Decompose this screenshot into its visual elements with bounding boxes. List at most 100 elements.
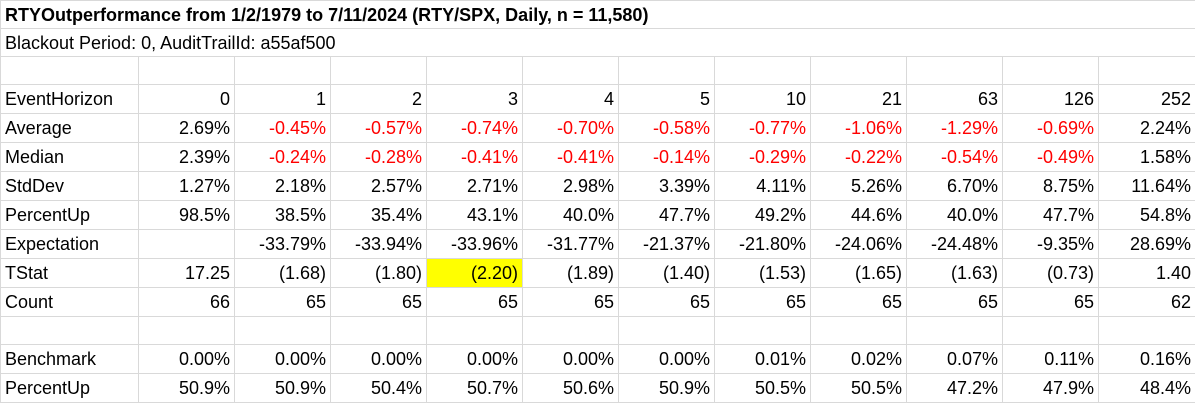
row-label[interactable]: Median [0, 142, 139, 172]
value-cell[interactable]: 0.11% [1002, 344, 1099, 374]
value-cell[interactable]: 2.57% [330, 171, 427, 201]
cell[interactable] [714, 0, 811, 29]
empty-cell[interactable] [906, 56, 1003, 85]
value-cell[interactable]: 50.7% [426, 373, 523, 403]
empty-cell[interactable] [330, 316, 427, 345]
cell[interactable] [1002, 0, 1099, 29]
value-cell[interactable]: 0.00% [330, 344, 427, 374]
empty-cell[interactable] [234, 56, 331, 85]
value-cell[interactable]: 47.9% [1002, 373, 1099, 403]
empty-cell[interactable] [234, 316, 331, 345]
value-cell[interactable]: -0.70% [522, 113, 619, 143]
value-cell[interactable]: 50.6% [522, 373, 619, 403]
cell[interactable] [426, 0, 523, 29]
value-cell[interactable]: -0.28% [330, 142, 427, 172]
empty-cell[interactable] [522, 316, 619, 345]
value-cell[interactable]: 65 [906, 287, 1003, 317]
value-cell[interactable]: (1.63) [906, 258, 1003, 288]
value-cell[interactable]: 0.07% [906, 344, 1003, 374]
horizon-header-cell[interactable]: 21 [810, 84, 907, 114]
empty-cell[interactable] [0, 316, 139, 345]
empty-cell[interactable] [1098, 316, 1195, 345]
empty-cell[interactable] [618, 56, 715, 85]
cell[interactable] [426, 28, 523, 57]
value-cell[interactable]: -31.77% [522, 229, 619, 259]
value-cell[interactable]: 50.9% [618, 373, 715, 403]
empty-cell[interactable] [810, 316, 907, 345]
value-cell[interactable]: 2.18% [234, 171, 331, 201]
row-label[interactable]: Average [0, 113, 139, 143]
value-cell[interactable]: 0.02% [810, 344, 907, 374]
empty-cell[interactable] [810, 56, 907, 85]
row-label[interactable]: Expectation [0, 229, 139, 259]
value-cell[interactable]: 2.39% [138, 142, 235, 172]
highlighted-cell[interactable]: (2.20) [426, 258, 523, 288]
value-cell[interactable]: 40.0% [906, 200, 1003, 230]
value-cell[interactable]: -0.41% [522, 142, 619, 172]
value-cell[interactable]: 4.11% [714, 171, 811, 201]
value-cell[interactable]: -9.35% [1002, 229, 1099, 259]
value-cell[interactable]: -33.79% [234, 229, 331, 259]
empty-cell[interactable] [1098, 56, 1195, 85]
value-cell[interactable]: 48.4% [1098, 373, 1195, 403]
value-cell[interactable]: 62 [1098, 287, 1195, 317]
value-cell[interactable]: -1.06% [810, 113, 907, 143]
horizon-header-cell[interactable]: 2 [330, 84, 427, 114]
horizon-header-cell[interactable]: 126 [1002, 84, 1099, 114]
value-cell[interactable]: -0.54% [906, 142, 1003, 172]
value-cell[interactable]: 50.9% [138, 373, 235, 403]
value-cell[interactable]: 11.64% [1098, 171, 1195, 201]
horizon-header-cell[interactable]: 0 [138, 84, 235, 114]
empty-cell[interactable] [330, 56, 427, 85]
row-label[interactable]: Count [0, 287, 139, 317]
value-cell[interactable]: 47.7% [1002, 200, 1099, 230]
value-cell[interactable]: 5.26% [810, 171, 907, 201]
value-cell[interactable]: -0.29% [714, 142, 811, 172]
row-label[interactable]: PercentUp [0, 200, 139, 230]
cell[interactable] [1002, 28, 1099, 57]
value-cell[interactable]: 65 [618, 287, 715, 317]
value-cell[interactable]: 65 [234, 287, 331, 317]
value-cell[interactable]: 38.5% [234, 200, 331, 230]
value-cell[interactable]: -0.77% [714, 113, 811, 143]
value-cell[interactable]: -24.06% [810, 229, 907, 259]
empty-cell[interactable] [1002, 316, 1099, 345]
value-cell[interactable]: 54.8% [1098, 200, 1195, 230]
horizon-header-cell[interactable]: 63 [906, 84, 1003, 114]
value-cell[interactable]: -0.41% [426, 142, 523, 172]
empty-cell[interactable] [426, 56, 523, 85]
value-cell[interactable]: 65 [330, 287, 427, 317]
empty-cell[interactable] [138, 316, 235, 345]
value-cell[interactable]: 50.4% [330, 373, 427, 403]
value-cell[interactable]: 2.98% [522, 171, 619, 201]
value-cell[interactable]: 2.69% [138, 113, 235, 143]
title-cell[interactable]: RTYOutperformance from 1/2/1979 to 7/11/… [0, 0, 648, 29]
value-cell[interactable]: 8.75% [1002, 171, 1099, 201]
horizon-header-cell[interactable]: 4 [522, 84, 619, 114]
value-cell[interactable]: 17.25 [138, 258, 235, 288]
value-cell[interactable]: 0.00% [522, 344, 619, 374]
cell[interactable] [618, 0, 715, 29]
value-cell[interactable]: 65 [426, 287, 523, 317]
value-cell[interactable]: 0.16% [1098, 344, 1195, 374]
value-cell[interactable]: -24.48% [906, 229, 1003, 259]
value-cell[interactable]: -21.80% [714, 229, 811, 259]
horizon-header-cell[interactable]: 1 [234, 84, 331, 114]
value-cell[interactable]: 43.1% [426, 200, 523, 230]
value-cell[interactable]: 0.01% [714, 344, 811, 374]
empty-cell[interactable] [714, 316, 811, 345]
row-label-eventhorizon[interactable]: EventHorizon [0, 84, 139, 114]
cell[interactable] [810, 0, 907, 29]
cell[interactable] [810, 28, 907, 57]
empty-cell[interactable] [714, 56, 811, 85]
cell[interactable] [522, 28, 619, 57]
value-cell[interactable]: 50.5% [810, 373, 907, 403]
cell[interactable] [330, 0, 427, 29]
value-cell[interactable]: 0.00% [138, 344, 235, 374]
value-cell[interactable]: -0.57% [330, 113, 427, 143]
cell[interactable] [138, 28, 235, 57]
cell[interactable] [906, 28, 1003, 57]
value-cell[interactable] [138, 229, 235, 259]
empty-cell[interactable] [426, 316, 523, 345]
value-cell[interactable]: -0.74% [426, 113, 523, 143]
